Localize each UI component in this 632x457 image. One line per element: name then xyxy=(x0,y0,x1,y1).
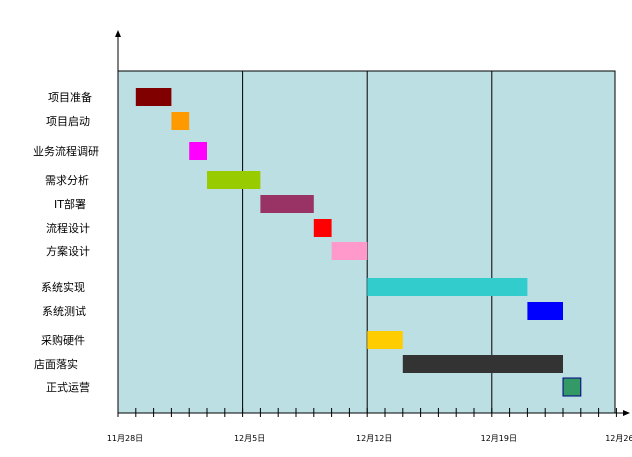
task-label: 项目启动 xyxy=(46,115,90,128)
task-label: 业务流程调研 xyxy=(33,144,99,158)
task-bar xyxy=(331,242,368,260)
task-bar xyxy=(189,142,207,160)
task-label: 项目准备 xyxy=(48,90,92,104)
x-tick-label: 12月12日 xyxy=(356,434,392,443)
x-tick-label: 11月28日 xyxy=(107,434,143,443)
task-label: 系统实现 xyxy=(41,280,85,294)
x-tick-label: 12月26日 xyxy=(605,434,632,443)
task-bar xyxy=(207,171,261,189)
task-label: 系统测试 xyxy=(42,305,86,318)
y-axis-arrow xyxy=(115,30,121,37)
task-bar xyxy=(402,355,563,373)
task-bars xyxy=(135,88,582,397)
x-tick-label: 12月19日 xyxy=(481,434,517,443)
task-bar xyxy=(135,88,172,106)
task-label: 正式运营 xyxy=(46,380,90,394)
task-label: 需求分析 xyxy=(45,173,89,187)
task-bar xyxy=(367,278,528,296)
task-label: 采购硬件 xyxy=(41,333,85,347)
axes xyxy=(115,30,630,416)
x-axis-ticks: 11月28日 12月5日 12月12日 12月19日 12月26日 xyxy=(107,408,632,443)
task-bar xyxy=(313,219,332,237)
task-bar xyxy=(367,331,403,349)
task-bar xyxy=(260,195,314,213)
x-axis-arrow xyxy=(623,410,630,416)
task-bar xyxy=(171,112,190,130)
task-label: IT部署 xyxy=(54,197,86,211)
task-label: 方案设计 xyxy=(46,244,90,258)
task-bar xyxy=(562,377,582,397)
x-tick-label: 12月5日 xyxy=(234,434,265,443)
task-label: 店面落实 xyxy=(34,357,78,371)
task-bar xyxy=(527,302,563,320)
task-label: 流程设计 xyxy=(46,221,90,235)
